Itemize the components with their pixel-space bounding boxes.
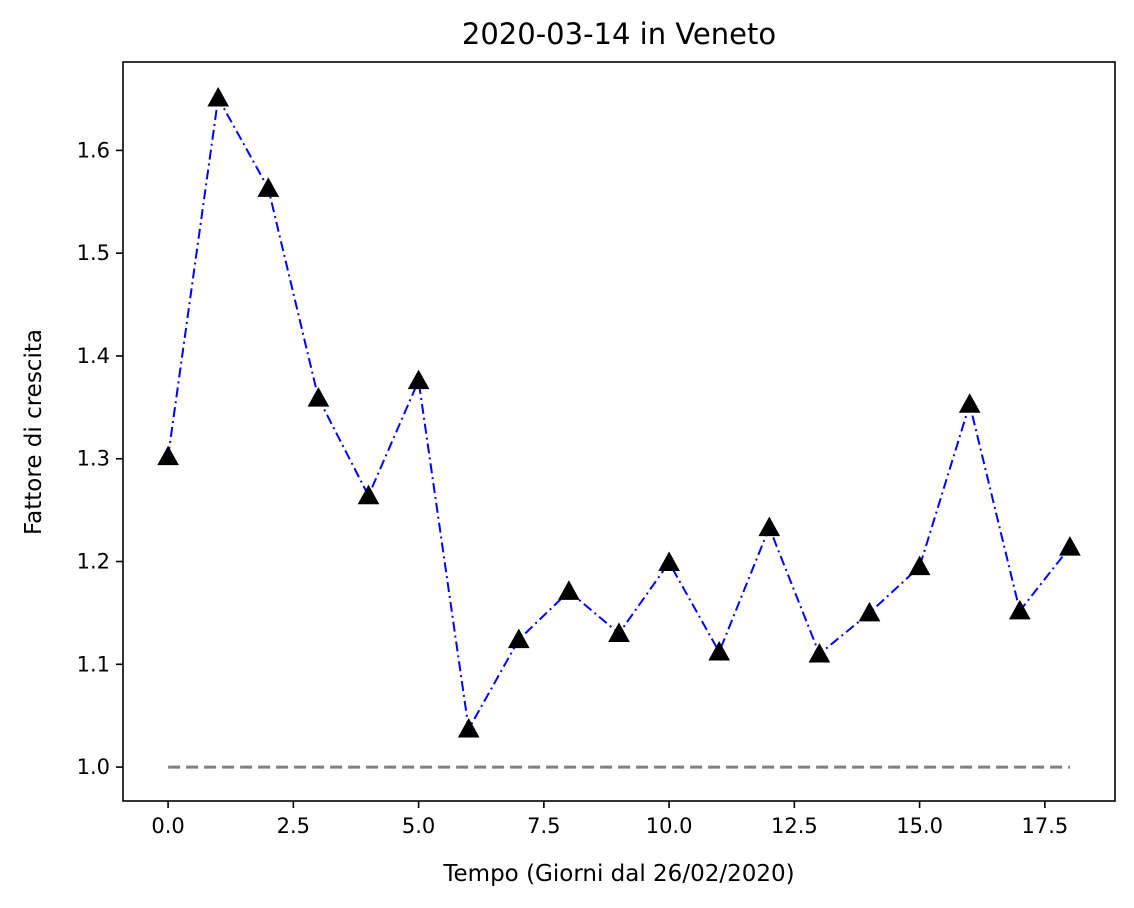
x-tick-label: 0.0 — [151, 814, 184, 838]
y-tick-label: 1.0 — [77, 755, 110, 779]
x-tick-label: 7.5 — [527, 814, 560, 838]
y-axis: 1.0 1.1 1.2 1.3 1.4 1.5 1.6 — [77, 138, 123, 779]
y-tick-label: 1.4 — [77, 344, 110, 368]
chart-title: 2020-03-14 in Veneto — [462, 17, 776, 51]
data-point — [207, 86, 230, 107]
data-point — [658, 551, 680, 572]
y-tick-label: 1.2 — [77, 550, 110, 574]
plot-frame — [122, 61, 1116, 802]
data-point — [1059, 536, 1081, 556]
x-tick-label: 10.0 — [646, 814, 693, 838]
data-point — [608, 622, 630, 642]
y-tick-label: 1.5 — [77, 241, 110, 265]
plot-area — [157, 86, 1081, 769]
data-point — [908, 555, 931, 576]
x-tick-label: 12.5 — [771, 814, 818, 838]
data-point — [758, 516, 781, 537]
data-point — [858, 601, 881, 622]
data-point — [507, 628, 530, 649]
data-point — [307, 387, 330, 407]
data-point — [958, 393, 981, 413]
y-tick-label: 1.6 — [77, 138, 110, 162]
y-tick-label: 1.1 — [77, 652, 110, 676]
data-point — [257, 177, 280, 197]
data-point — [1008, 599, 1031, 620]
y-axis-label: Fattore di crescita — [21, 329, 47, 535]
data-point — [558, 580, 580, 600]
x-tick-label: 17.5 — [1021, 814, 1068, 838]
data-point — [357, 484, 380, 505]
x-tick-label: 5.0 — [402, 814, 435, 838]
x-tick-label: 2.5 — [277, 814, 310, 838]
x-axis-label: Tempo (Giorni dal 26/02/2020) — [442, 861, 794, 887]
data-point — [157, 445, 179, 466]
y-tick-label: 1.3 — [77, 447, 110, 471]
data-point — [407, 369, 430, 390]
data-point — [808, 642, 831, 663]
x-tick-label: 15.0 — [896, 814, 943, 838]
x-axis: 0.0 2.5 5.0 7.5 10.0 12.5 15.0 17.5 — [151, 801, 1068, 838]
data-point — [708, 640, 731, 661]
data-point — [457, 718, 480, 738]
